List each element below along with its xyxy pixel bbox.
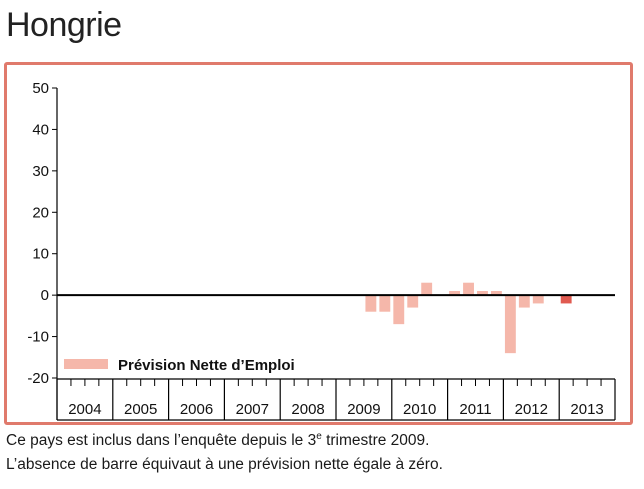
y-tick-label: 50 (32, 80, 49, 97)
x-tick-label: 2010 (403, 401, 436, 418)
chart-frame (4, 62, 633, 425)
bar (463, 282, 474, 296)
page-title: Hongrie (6, 6, 122, 44)
footnote-inclusion-text: Ce pays est inclus dans l’enquête depuis… (6, 432, 317, 450)
bar (379, 295, 391, 312)
y-tick-label: 30 (32, 163, 49, 180)
bar (490, 291, 502, 296)
footnote-inclusion: Ce pays est inclus dans l’enquête depuis… (6, 431, 429, 450)
x-tick-label: 2011 (459, 401, 491, 418)
bar (393, 295, 405, 325)
x-tick-label: 2009 (347, 401, 380, 418)
x-tick-label: 2004 (68, 401, 101, 418)
legend-label: Prévision Nette d’Emploi (118, 357, 295, 374)
bar (477, 291, 488, 296)
x-tick-label: 2013 (570, 401, 603, 418)
bar (407, 295, 419, 308)
y-tick-label: 40 (32, 121, 49, 138)
footnote-zero-bar: L’absence de barre équivaut à une prévis… (6, 456, 443, 473)
y-tick-label: -10 (27, 329, 49, 346)
footnote-inclusion-text-end: trimestre 2009. (321, 432, 430, 450)
bar (365, 295, 377, 312)
x-tick-label: 2005 (124, 401, 157, 418)
bar (449, 291, 461, 296)
x-tick-label: 2006 (180, 401, 213, 418)
x-tick-label: 2008 (291, 401, 324, 418)
bar (560, 295, 572, 304)
y-tick-label: 20 (32, 204, 49, 221)
y-tick-label: 10 (32, 246, 49, 263)
x-tick-label: 2012 (515, 401, 548, 418)
bar (532, 295, 544, 304)
footnote-inclusion-sup: e (316, 431, 322, 442)
legend-swatch (64, 359, 108, 369)
bar (518, 295, 530, 308)
x-tick-label: 2007 (236, 401, 269, 418)
bar (421, 282, 433, 296)
y-tick-label: -20 (27, 370, 49, 387)
y-tick-label: 0 (41, 287, 49, 304)
bar (504, 295, 516, 354)
